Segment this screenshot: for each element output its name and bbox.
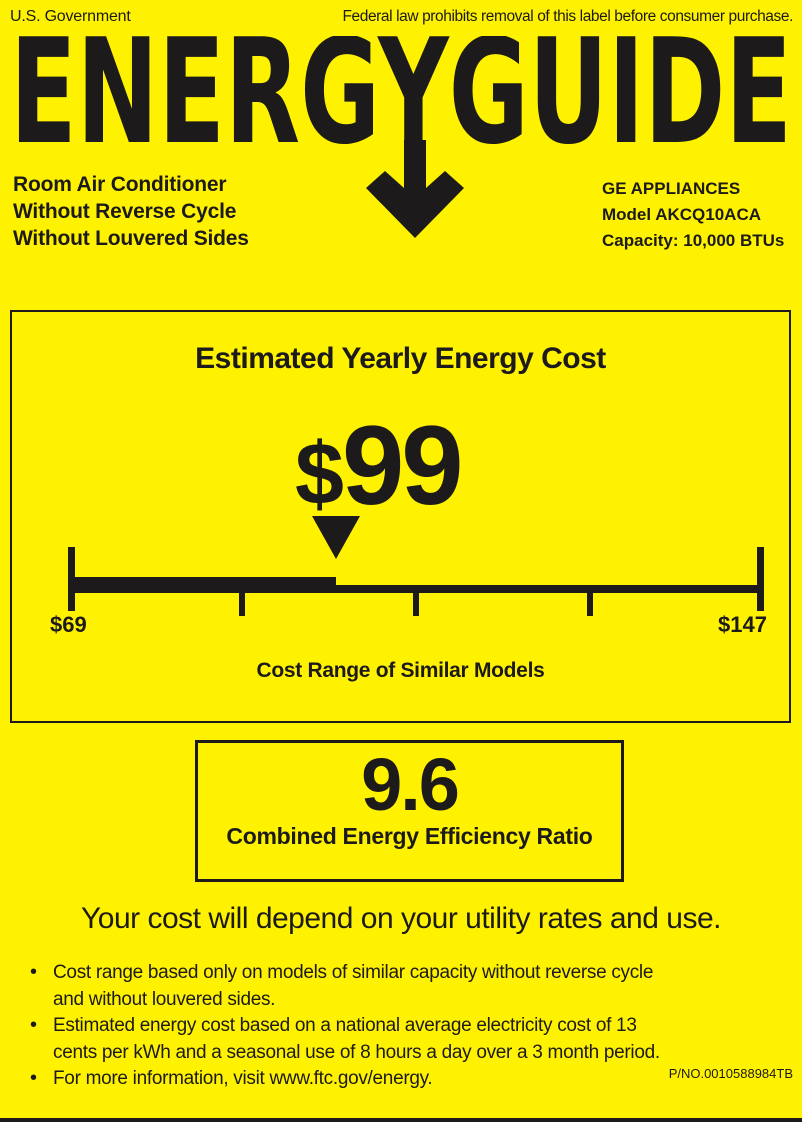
energyguide-logo: ENERGYGUIDE: [10, 36, 792, 150]
model-number: Model AKCQ10ACA: [602, 205, 761, 224]
cost-marker-icon: [312, 516, 360, 559]
estimated-cost-box: Estimated Yearly Energy Cost $ 99 $69 $1…: [10, 310, 791, 723]
product-type-line: Without Louvered Sides: [13, 227, 249, 250]
cost-box-title: Estimated Yearly Energy Cost: [195, 342, 606, 375]
scale-tick: [587, 593, 593, 616]
ceer-box: 9.6 Combined Energy Efficiency Ratio: [195, 740, 624, 882]
cost-amount: 99: [341, 403, 464, 528]
federal-law-text: Federal law prohibits removal of this la…: [342, 8, 793, 25]
scale-caption: Cost Range of Similar Models: [256, 659, 545, 682]
scale-fill: [68, 577, 336, 593]
ceer-label: Combined Energy Efficiency Ratio: [226, 823, 593, 849]
part-number: P/NO.0010588984TB: [668, 1066, 793, 1081]
bullet-line: Cost range based only on models of simil…: [53, 962, 654, 983]
scale-tick: [413, 593, 419, 616]
brand-name: GE APPLIANCES: [602, 179, 741, 198]
bullet-line: Estimated energy cost based on a nationa…: [53, 1015, 637, 1036]
bullet-item: • Estimated energy cost based on a natio…: [30, 1013, 770, 1066]
product-type-line: Room Air Conditioner: [13, 173, 227, 196]
bullet-line: For more information, visit www.ftc.gov/…: [53, 1068, 433, 1089]
bullet-dot-icon: •: [30, 961, 37, 983]
scale-min-label: $69: [50, 612, 87, 637]
utility-rates-tagline: Your cost will depend on your utility ra…: [81, 902, 721, 935]
currency-symbol: $: [295, 424, 344, 523]
scale-right-cap: [757, 547, 764, 611]
bullet-item: • For more information, visit www.ftc.go…: [30, 1066, 770, 1093]
government-text: U.S. Government: [10, 8, 131, 25]
cost-range-scale: [68, 547, 764, 627]
bullet-dot-icon: •: [30, 1067, 37, 1089]
bullet-item: • Cost range based only on models of sim…: [30, 960, 770, 1013]
scale-tick: [239, 593, 245, 616]
product-type: Room Air Conditioner Without Reverse Cyc…: [13, 171, 249, 252]
bullet-line: cents per kWh and a seasonal use of 8 ho…: [53, 1041, 660, 1063]
scale-max-label: $147: [718, 612, 767, 637]
disclosure-bullets: • Cost range based only on models of sim…: [30, 960, 770, 1093]
bottom-edge-bar: [0, 1118, 802, 1122]
down-arrow-icon: [366, 140, 464, 238]
product-type-line: Without Reverse Cycle: [13, 200, 237, 223]
bullet-line: and without louvered sides.: [53, 988, 276, 1010]
capacity-rating: Capacity: 10,000 BTUs: [602, 231, 785, 250]
scale-line: [68, 585, 764, 593]
ceer-value: 9.6: [361, 743, 460, 826]
energyguide-logo-text: ENERGYGUIDE: [10, 36, 792, 150]
yearly-cost-value: $ 99: [295, 403, 464, 528]
product-details: GE APPLIANCES Model AKCQ10ACA Capacity: …: [602, 176, 784, 254]
bullet-dot-icon: •: [30, 1014, 37, 1036]
